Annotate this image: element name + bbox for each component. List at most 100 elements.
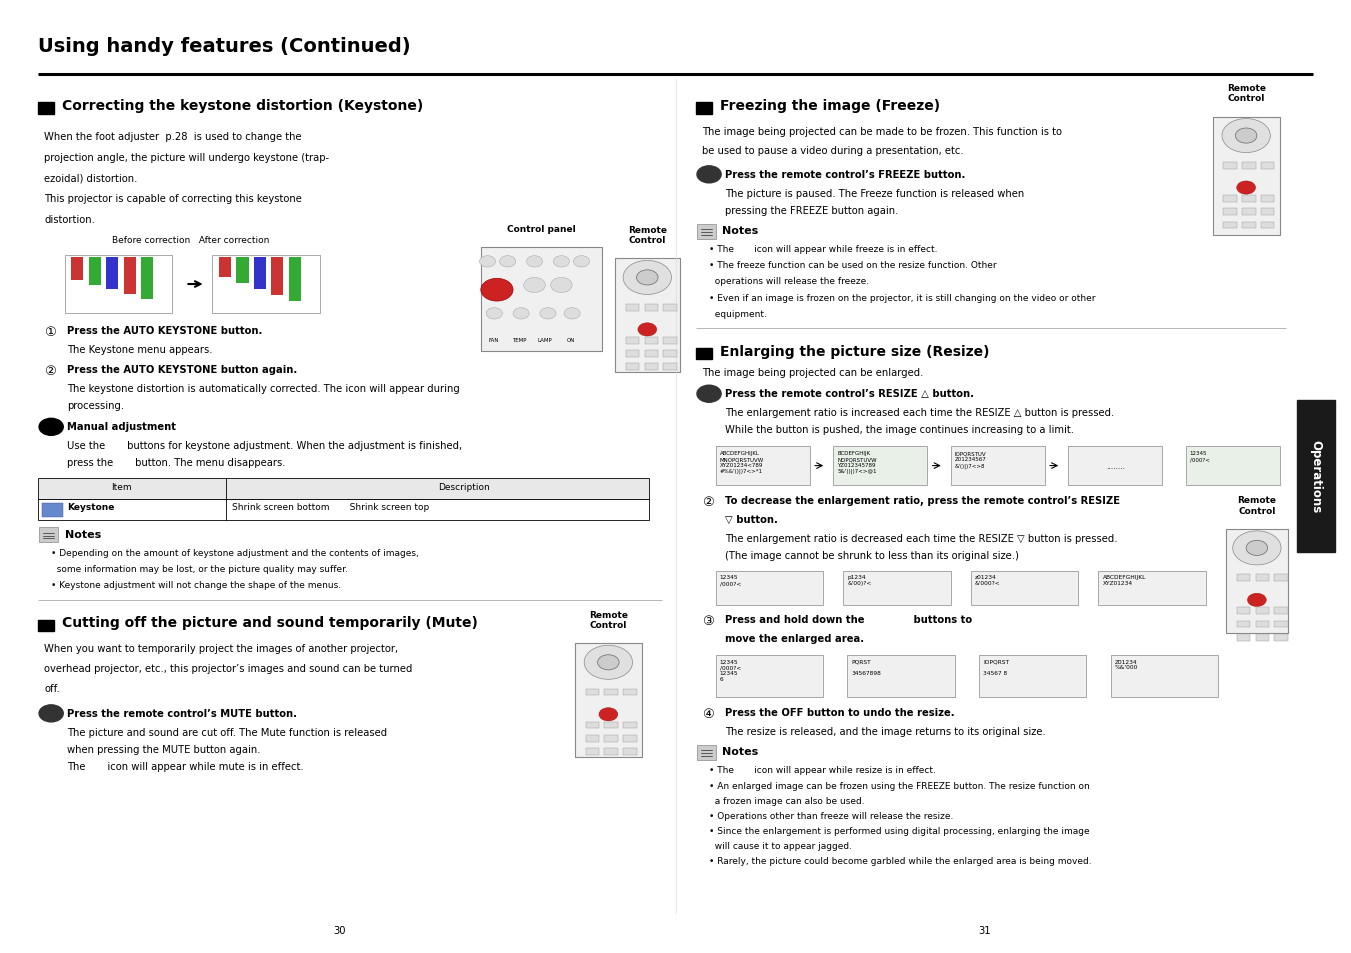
Bar xyxy=(38,619,54,631)
Text: LAMP: LAMP xyxy=(538,337,553,343)
Bar xyxy=(212,255,320,314)
Text: PQRST

34567898: PQRST 34567898 xyxy=(851,659,881,676)
Bar xyxy=(663,364,677,371)
Text: Press the remote control’s FREEZE button.: Press the remote control’s FREEZE button… xyxy=(725,170,966,179)
Bar xyxy=(1186,446,1279,486)
Text: projection angle, the picture will undergo keystone (trap-: projection angle, the picture will under… xyxy=(45,152,330,162)
Bar xyxy=(1236,608,1250,615)
Bar xyxy=(604,736,617,742)
Text: off.: off. xyxy=(45,683,61,694)
Circle shape xyxy=(540,309,557,319)
Text: Remote
Control: Remote Control xyxy=(628,226,667,245)
Bar xyxy=(843,571,951,605)
Bar xyxy=(1242,209,1255,215)
Text: Control panel: Control panel xyxy=(507,225,576,233)
Text: IOPQRSTUV
Z01234567
&'()|)7<>8: IOPQRSTUV Z01234567 &'()|)7<>8 xyxy=(955,451,986,468)
Text: 3: 3 xyxy=(1313,555,1320,564)
Bar xyxy=(219,257,231,278)
Text: Z01234
%&'000: Z01234 %&'000 xyxy=(1115,659,1138,670)
Bar xyxy=(124,257,135,294)
Text: Remote
Control: Remote Control xyxy=(1238,496,1277,516)
Text: ④: ④ xyxy=(703,707,715,720)
Bar xyxy=(1242,222,1255,229)
Bar xyxy=(481,248,601,352)
Text: • The freeze function can be used on the resize function. Other: • The freeze function can be used on the… xyxy=(709,261,997,270)
Circle shape xyxy=(697,167,721,184)
Bar xyxy=(604,722,617,729)
Bar xyxy=(1260,222,1274,229)
Bar xyxy=(663,337,677,344)
Bar xyxy=(623,736,636,742)
Circle shape xyxy=(486,309,503,319)
Bar xyxy=(696,103,712,114)
Text: The picture and sound are cut off. The Mute function is released: The picture and sound are cut off. The M… xyxy=(68,727,388,737)
Bar xyxy=(1255,575,1269,581)
Bar xyxy=(1069,446,1162,486)
Text: BCDEFGHIJK
NOPQRSTUVW
YZ012345789
5&'()|)7<>@1: BCDEFGHIJK NOPQRSTUVW YZ012345789 5&'()|… xyxy=(838,451,877,474)
Text: The picture is paused. The Freeze function is released when: The picture is paused. The Freeze functi… xyxy=(725,189,1024,198)
Text: • The       icon will appear while resize is in effect.: • The icon will appear while resize is i… xyxy=(709,765,936,775)
Bar xyxy=(585,722,598,729)
Circle shape xyxy=(598,708,617,721)
Circle shape xyxy=(481,279,513,302)
Bar xyxy=(604,748,617,755)
Bar xyxy=(585,736,598,742)
Text: some information may be lost, or the picture quality may suffer.: some information may be lost, or the pic… xyxy=(51,564,349,574)
Text: • Operations other than freeze will release the resize.: • Operations other than freeze will rele… xyxy=(709,811,954,820)
Bar xyxy=(1274,575,1288,581)
Bar xyxy=(697,745,716,760)
Text: z01234
&'000?<: z01234 &'000?< xyxy=(975,575,1001,585)
Bar xyxy=(615,259,680,373)
Text: distortion.: distortion. xyxy=(45,214,96,225)
Circle shape xyxy=(697,386,721,403)
Circle shape xyxy=(1235,129,1256,144)
Text: p1234
&'00)?<: p1234 &'00)?< xyxy=(847,575,871,585)
Text: Press and hold down the              buttons to: Press and hold down the buttons to xyxy=(725,615,973,624)
Text: The       icon will appear while mute is in effect.: The icon will appear while mute is in ef… xyxy=(68,760,304,771)
Text: Keystone: Keystone xyxy=(68,503,115,512)
Text: Manual adjustment: Manual adjustment xyxy=(68,422,176,432)
Bar xyxy=(236,257,249,284)
Circle shape xyxy=(527,256,543,268)
Bar xyxy=(696,349,712,360)
Bar xyxy=(585,748,598,755)
Bar xyxy=(1260,196,1274,203)
Bar xyxy=(39,528,58,542)
Text: Notes: Notes xyxy=(723,747,759,757)
Bar xyxy=(979,655,1086,698)
Bar xyxy=(42,504,63,517)
Circle shape xyxy=(638,323,657,336)
Text: a frozen image can also be used.: a frozen image can also be used. xyxy=(709,796,865,804)
Circle shape xyxy=(554,256,569,268)
Text: pressing the FREEZE button again.: pressing the FREEZE button again. xyxy=(725,206,898,215)
Bar xyxy=(644,364,658,371)
Text: Correcting the keystone distortion (Keystone): Correcting the keystone distortion (Keys… xyxy=(62,98,423,112)
Bar xyxy=(626,337,639,344)
Bar xyxy=(1260,209,1274,215)
Circle shape xyxy=(584,645,632,679)
Text: • An enlarged image can be frozen using the FREEZE button. The resize function o: • An enlarged image can be frozen using … xyxy=(709,781,1090,790)
Bar xyxy=(272,257,284,295)
Text: FAN: FAN xyxy=(489,337,500,343)
Bar xyxy=(1274,635,1288,640)
Bar xyxy=(623,748,636,755)
Circle shape xyxy=(1232,531,1281,565)
Text: 12345
/000?<
12345
6: 12345 /000?< 12345 6 xyxy=(720,659,742,681)
Circle shape xyxy=(1236,182,1255,195)
Text: This projector is capable of correcting this keystone: This projector is capable of correcting … xyxy=(45,194,303,204)
Text: 12345
/000?<: 12345 /000?< xyxy=(720,575,742,585)
Bar xyxy=(1236,635,1250,640)
Text: move the enlarged area.: move the enlarged area. xyxy=(725,634,865,643)
Text: ON: ON xyxy=(566,337,576,343)
Circle shape xyxy=(524,278,546,294)
Bar xyxy=(834,446,927,486)
Bar xyxy=(1260,163,1274,170)
Text: ........: ........ xyxy=(1105,461,1125,471)
Text: Notes: Notes xyxy=(723,226,759,236)
Bar xyxy=(289,257,301,301)
Text: Press the remote control’s RESIZE △ button.: Press the remote control’s RESIZE △ butt… xyxy=(725,389,974,398)
Text: 31: 31 xyxy=(978,925,990,935)
Text: when pressing the MUTE button again.: when pressing the MUTE button again. xyxy=(68,744,261,754)
Text: ezoidal) distortion.: ezoidal) distortion. xyxy=(45,173,138,183)
Text: Press the AUTO KEYSTONE button.: Press the AUTO KEYSTONE button. xyxy=(68,325,262,335)
